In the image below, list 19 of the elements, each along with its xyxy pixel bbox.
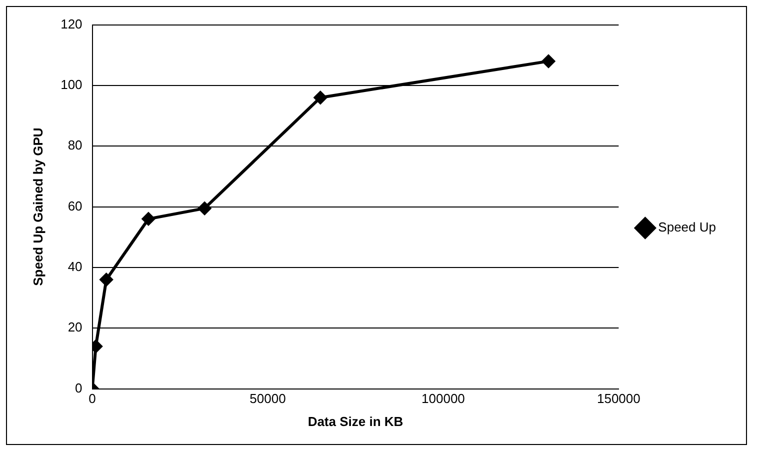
point (542, 54, 555, 68)
y-tick-label: 20 (68, 320, 82, 335)
y-tick-label: 60 (68, 198, 82, 214)
x-axis-title: Data Size in KB (308, 414, 404, 429)
point (142, 212, 155, 226)
y-tick-label: 100 (60, 77, 82, 92)
x-tick-label: 0 (88, 391, 96, 406)
x-tick-label: 50000 (250, 391, 286, 406)
y-tick-label: 0 (75, 380, 82, 396)
y-tick-label: 120 (60, 16, 82, 32)
legend-label: Speed Up (658, 220, 716, 235)
x-tick-label: 150000 (596, 391, 640, 406)
x-tick-label: 100000 (422, 391, 465, 406)
y-axis-title: Speed Up Gained by GPU (30, 128, 46, 286)
point (100, 273, 113, 286)
y-tick-label: 40 (68, 259, 82, 274)
point (314, 91, 327, 104)
point (198, 202, 212, 215)
y-tick-label: 80 (68, 138, 82, 153)
